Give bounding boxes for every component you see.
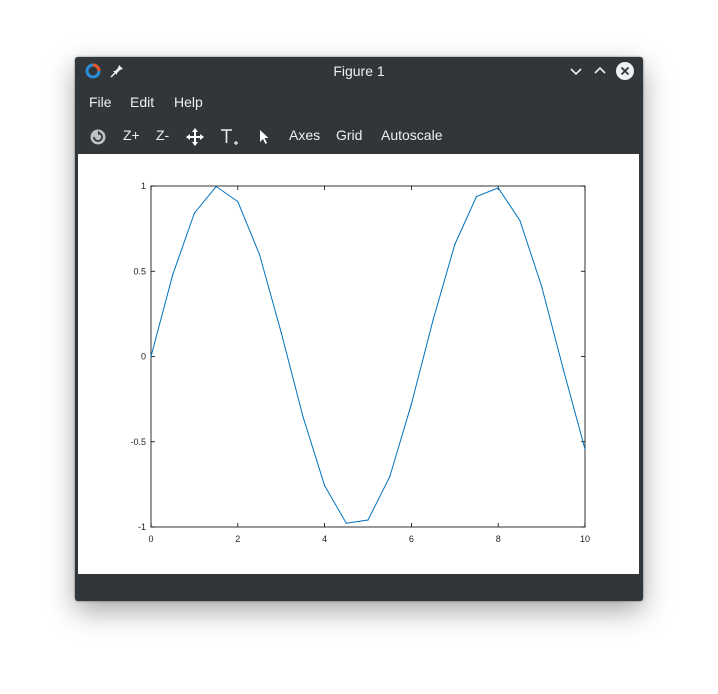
data-point bbox=[541, 285, 543, 287]
data-point bbox=[432, 319, 434, 321]
x-tick-label: 8 bbox=[496, 534, 501, 544]
x-tick-label: 4 bbox=[322, 534, 327, 544]
data-point bbox=[280, 331, 282, 334]
figure-window: Figure 1 File Edit Help Z+ Z- bbox=[75, 57, 643, 601]
autoscale-button[interactable]: Autoscale bbox=[381, 127, 443, 143]
plot-canvas[interactable]: 0 2 4 6 8 10 1 0.5 0 -0.5 -1 bbox=[78, 154, 639, 574]
data-point bbox=[562, 368, 564, 370]
pointer-icon[interactable] bbox=[255, 127, 275, 147]
figure-toolbar: Z+ Z- Axes Grid Autoscale bbox=[75, 121, 643, 151]
close-icon[interactable] bbox=[615, 61, 635, 81]
data-point bbox=[345, 522, 347, 524]
menu-file[interactable]: File bbox=[89, 94, 112, 110]
y-tick-label: -0.5 bbox=[130, 437, 146, 447]
data-point bbox=[389, 476, 391, 478]
zoom-out-button[interactable]: Z- bbox=[156, 127, 170, 143]
rotate-icon[interactable] bbox=[88, 127, 108, 147]
y-tick-label: 1 bbox=[141, 181, 146, 191]
pan-move-icon[interactable] bbox=[185, 127, 205, 147]
insert-text-icon[interactable] bbox=[219, 127, 241, 147]
axes-box bbox=[150, 185, 586, 528]
data-point bbox=[324, 484, 326, 487]
menu-help[interactable]: Help bbox=[174, 94, 203, 110]
minimize-chevron-icon[interactable] bbox=[567, 62, 585, 80]
y-tick-label: 0.5 bbox=[133, 266, 146, 276]
menu-bar: File Edit Help bbox=[75, 87, 643, 115]
y-tick-label: -1 bbox=[138, 522, 146, 532]
grid-button[interactable]: Grid bbox=[336, 127, 363, 143]
zoom-in-button[interactable]: Z+ bbox=[123, 127, 140, 143]
octave-logo-icon bbox=[85, 63, 101, 79]
data-point bbox=[475, 195, 478, 198]
y-tick-label: 0 bbox=[141, 352, 146, 362]
data-point bbox=[215, 185, 217, 188]
maximize-chevron-icon[interactable] bbox=[591, 62, 609, 80]
pin-icon[interactable] bbox=[108, 62, 126, 80]
series-line bbox=[150, 185, 586, 524]
data-point bbox=[172, 274, 174, 276]
data-point bbox=[454, 243, 456, 246]
data-point bbox=[193, 212, 195, 214]
axes-button[interactable]: Axes bbox=[289, 127, 321, 143]
window-title: Figure 1 bbox=[333, 63, 385, 79]
data-point bbox=[150, 355, 152, 358]
data-point bbox=[367, 519, 369, 521]
x-tick-label: 0 bbox=[148, 534, 153, 544]
data-point bbox=[519, 219, 521, 222]
line-plot: 0 2 4 6 8 10 1 0.5 0 -0.5 -1 bbox=[130, 181, 590, 544]
x-tick-label: 6 bbox=[409, 534, 414, 544]
data-point bbox=[302, 415, 304, 417]
data-point bbox=[410, 403, 412, 405]
data-point bbox=[237, 200, 239, 203]
data-point bbox=[497, 187, 499, 189]
menu-edit[interactable]: Edit bbox=[130, 94, 155, 110]
x-tick-label: 10 bbox=[580, 534, 590, 544]
data-point bbox=[258, 253, 261, 256]
title-bar[interactable]: Figure 1 bbox=[75, 57, 643, 85]
data-point bbox=[584, 448, 586, 450]
x-tick-label: 2 bbox=[235, 534, 240, 544]
